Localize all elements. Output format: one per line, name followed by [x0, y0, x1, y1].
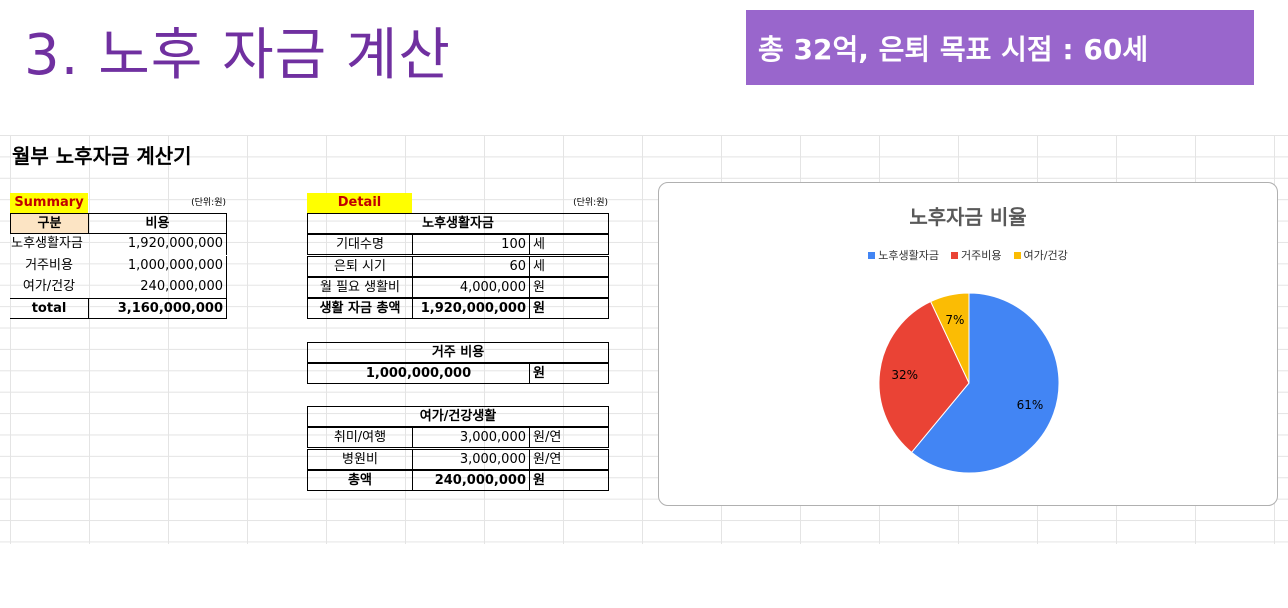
housing-unit[interactable]: 원 [529, 363, 609, 384]
living-fund-title[interactable]: 노후생활자금 [307, 213, 609, 234]
legend-item[interactable]: 여가/건강 [1013, 247, 1068, 263]
summary-banner: 총 32억, 은퇴 목표 시점 : 60세 [746, 10, 1254, 85]
living-row-value[interactable]: 4,000,000 [412, 277, 530, 298]
legend-swatch [951, 251, 959, 259]
pie-slice[interactable] [930, 292, 970, 384]
leisure-total-value[interactable]: 240,000,000 [412, 470, 530, 491]
legend-label: 여가/건강 [1023, 249, 1068, 262]
leisure-row-label[interactable]: 병원비 [307, 449, 413, 470]
summary-row-category[interactable]: 거주비용 [25, 258, 73, 273]
leisure-total-unit[interactable]: 원 [529, 470, 609, 491]
summary-row-category[interactable]: 노후생활자금 [11, 236, 83, 251]
living-row-label[interactable]: 월 필요 생활비 [307, 277, 413, 298]
leisure-title[interactable]: 여가/건강생활 [307, 406, 609, 427]
pie-slice[interactable] [910, 292, 1060, 474]
leisure-row-label[interactable]: 취미/여행 [307, 427, 413, 448]
legend-swatch [1013, 251, 1021, 259]
leisure-row-unit[interactable]: 원/연 [529, 449, 609, 470]
summary-total-value[interactable]: 3,160,000,000 [88, 298, 227, 319]
living-row-label[interactable]: 은퇴 시기 [307, 256, 413, 277]
summary-total-label[interactable]: total [10, 298, 89, 319]
summary-unit: (단위:원) [191, 198, 226, 208]
legend-swatch [868, 251, 876, 259]
chart-legend: 노후생활자금 거주비용 여가/건강 [659, 247, 1277, 263]
living-total-value[interactable]: 1,920,000,000 [412, 298, 530, 319]
housing-title[interactable]: 거주 비용 [307, 342, 609, 363]
calculator-title: 월부 노후자금 계산기 [12, 144, 192, 168]
leisure-row-value[interactable]: 3,000,000 [412, 427, 530, 448]
legend-item[interactable]: 노후생활자금 [868, 247, 939, 263]
living-row-value[interactable]: 60 [412, 256, 530, 277]
housing-value[interactable]: 1,000,000,000 [307, 363, 530, 384]
summary-col-cost[interactable]: 비용 [88, 213, 227, 234]
pie-slice[interactable] [878, 300, 970, 454]
pie-slice-label: 61% [1017, 398, 1044, 412]
living-row-unit[interactable]: 원 [529, 277, 609, 298]
pie-chart[interactable]: 61% 32% 7% [859, 283, 1079, 483]
summary-row-cost[interactable]: 1,000,000,000 [88, 256, 227, 277]
detail-label[interactable]: Detail [307, 193, 412, 214]
legend-item[interactable]: 거주비용 [951, 247, 1002, 263]
summary-col-category[interactable]: 구분 [10, 213, 89, 234]
legend-label: 노후생활자금 [878, 249, 940, 262]
detail-unit: (단위:원) [573, 198, 608, 208]
living-row-value[interactable]: 100 [412, 234, 530, 255]
summary-row-cost[interactable]: 240,000,000 [88, 277, 227, 298]
chart-title: 노후자금 비율 [909, 205, 1027, 229]
grid-bottom-mask [0, 544, 1288, 608]
pie-chart-card[interactable]: 노후자금 비율 노후생활자금 거주비용 여가/건강 61% 32% 7% [658, 182, 1278, 506]
leisure-row-value[interactable]: 3,000,000 [412, 449, 530, 470]
summary-label[interactable]: Summary [10, 193, 88, 214]
legend-label: 거주비용 [961, 249, 1002, 262]
living-total-unit[interactable]: 원 [529, 298, 609, 319]
page-title: 3. 노후 자금 계산 [24, 23, 451, 88]
summary-row-cost[interactable]: 1,920,000,000 [88, 234, 227, 255]
living-row-unit[interactable]: 세 [529, 234, 609, 255]
leisure-row-unit[interactable]: 원/연 [529, 427, 609, 448]
pie-slice-label: 7% [945, 313, 964, 327]
living-row-label[interactable]: 기대수명 [307, 234, 413, 255]
pie-slice-label: 32% [891, 368, 918, 382]
leisure-total-label[interactable]: 총액 [307, 470, 413, 491]
living-total-label[interactable]: 생활 자금 총액 [307, 298, 413, 319]
living-row-unit[interactable]: 세 [529, 256, 609, 277]
summary-row-category[interactable]: 여가/건강 [22, 279, 76, 294]
